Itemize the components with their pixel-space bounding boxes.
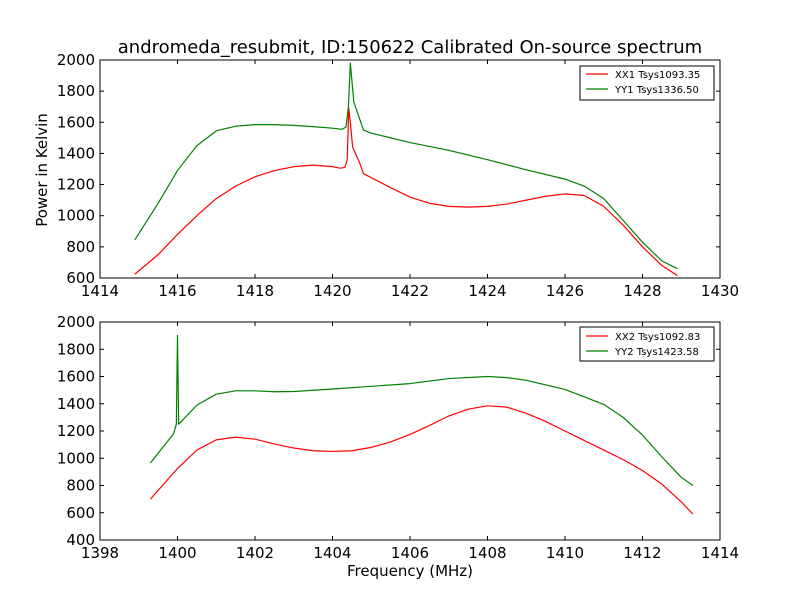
top-x-tick-label: 1420 [313, 282, 351, 300]
bottom-y-tick-label: 1200 [57, 422, 95, 440]
top-x-tick-label: 1414 [81, 282, 119, 300]
top-legend-box [579, 65, 715, 101]
top-y-tick-label: 600 [66, 269, 95, 287]
top-y-tick-label: 800 [66, 238, 95, 256]
bottom-x-tick-label: 1398 [81, 544, 119, 562]
bottom-x-tick-label: 1412 [623, 544, 661, 562]
top-x-tick-label: 1430 [701, 282, 739, 300]
top-x-tick-label: 1418 [236, 282, 274, 300]
top-legend-label-yy1: YY1 Tsys1336.50 [614, 85, 699, 96]
top-y-tick-label: 1400 [57, 144, 95, 162]
top-plot-lines [134, 62, 678, 277]
top-y-tick-label: 1800 [57, 82, 95, 100]
bottom-axis-ticks: 1398 1400 1402 1404 1406 1408 1410 1412 1414 400 6… [57, 313, 739, 562]
bottom-y-tick-label: 2000 [57, 313, 95, 331]
top-series-line-2 [134, 62, 678, 270]
top-y-axis-label: Power in Kelvin [33, 113, 51, 227]
top-x-tick-label: 1416 [158, 282, 196, 300]
bottom-legend-box [579, 326, 715, 362]
bottom-x-tick-label: 1414 [701, 544, 739, 562]
bottom-x-tick-label: 1410 [546, 544, 584, 562]
bottom-y-tick-label: 400 [66, 531, 95, 549]
top-chart-title: andromeda_resubmit, ID:150622 Calibrated… [118, 37, 702, 58]
bottom-x-axis-label: Frequency (MHz) [347, 562, 473, 580]
top-series-line-1 [134, 107, 678, 277]
top-y-tick-label: 1000 [57, 207, 95, 225]
bottom-y-tick-label: 1400 [57, 395, 95, 413]
bottom-x-tick-label: 1400 [158, 544, 196, 562]
bottom-legend-label-xx2: XX2 Tsys1092.83 [615, 332, 700, 343]
top-y-tick-label: 1200 [57, 176, 95, 194]
bottom-series-line-1 [149, 405, 694, 515]
bottom-legend: XX2 Tsys1092.83 YY2 Tsys1423.58 [579, 326, 715, 362]
top-legend-label-xx1: XX1 Tsys1093.35 [615, 70, 700, 81]
bottom-legend-label-yy2: YY2 Tsys1423.58 [614, 347, 699, 358]
top-x-tick-label: 1428 [623, 282, 661, 300]
top-x-tick-label: 1422 [391, 282, 429, 300]
bottom-y-tick-label: 800 [66, 477, 95, 495]
bottom-series-line-2 [149, 335, 694, 486]
top-x-tick-label: 1426 [546, 282, 584, 300]
bottom-y-tick-label: 1000 [57, 449, 95, 467]
top-y-tick-label: 1600 [57, 113, 95, 131]
top-x-tick-label: 1424 [468, 282, 506, 300]
bottom-y-tick-label: 1600 [57, 368, 95, 386]
bottom-x-tick-label: 1408 [468, 544, 506, 562]
bottom-y-tick-label: 1800 [57, 340, 95, 358]
bottom-plot-frame [99, 321, 721, 541]
top-plot-frame [99, 59, 721, 279]
top-y-tick-label: 2000 [57, 51, 95, 69]
bottom-x-tick-label: 1404 [313, 544, 351, 562]
bottom-y-tick-label: 600 [66, 504, 95, 522]
bottom-x-tick-label: 1402 [236, 544, 274, 562]
top-subplot: andromeda_resubmit, ID:150622 Calibrated… [33, 37, 739, 300]
bottom-subplot: Frequency (MHz) 1398 1400 1402 1404 1406 1408… [57, 313, 739, 580]
top-axis-ticks: 1414 1416 1418 1420 1422 1424 1426 1428 1430 600 8… [57, 51, 739, 300]
bottom-plot-lines [149, 335, 694, 515]
bottom-x-tick-label: 1406 [391, 544, 429, 562]
top-legend: XX1 Tsys1093.35 YY1 Tsys1336.50 [579, 65, 715, 101]
